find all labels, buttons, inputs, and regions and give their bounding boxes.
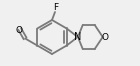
Text: O: O <box>16 26 23 35</box>
Text: N: N <box>74 32 81 42</box>
Text: F: F <box>53 3 58 12</box>
Text: O: O <box>101 32 108 42</box>
